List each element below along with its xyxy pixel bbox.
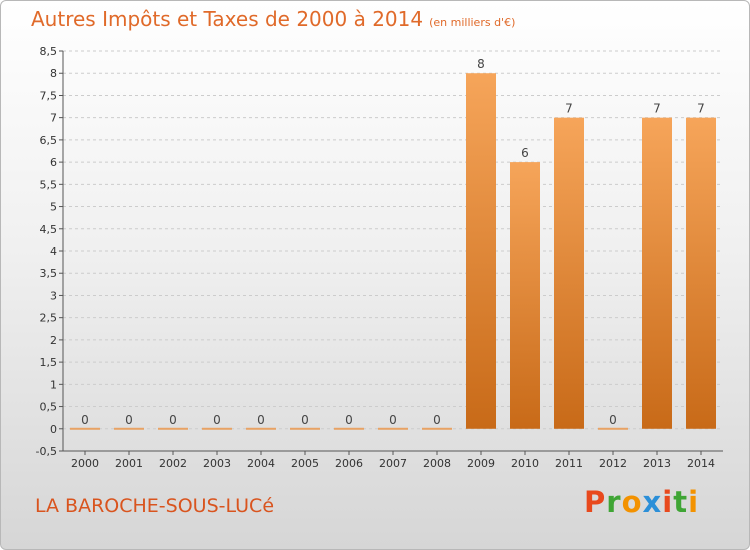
data-label-2009: 8 — [477, 57, 485, 71]
y-tick-label: 3 — [50, 289, 57, 302]
y-tick-label: 4,5 — [40, 223, 58, 236]
y-tick-label: 8,5 — [40, 45, 58, 58]
x-tick-label-2002: 2002 — [159, 457, 187, 470]
y-tick-label: 7 — [50, 112, 57, 125]
x-tick-label-2011: 2011 — [555, 457, 583, 470]
data-label-2012: 0 — [609, 413, 617, 427]
chart-title: Autres Impôts et Taxes de 2000 à 2014 (en… — [31, 7, 515, 31]
y-tick-label: 1,5 — [40, 356, 58, 369]
x-tick-label-2007: 2007 — [379, 457, 407, 470]
bar-2002 — [158, 427, 188, 430]
y-tick-label: 8 — [50, 67, 57, 80]
grid-lines — [63, 50, 723, 452]
y-tick-label: 5,5 — [40, 178, 58, 191]
x-tick-label-2008: 2008 — [423, 457, 451, 470]
x-tick-label-2013: 2013 — [643, 457, 671, 470]
logo-letter: r — [606, 485, 622, 519]
y-tick-label: 6,5 — [40, 134, 58, 147]
data-label-2004: 0 — [257, 413, 265, 427]
data-label-2011: 7 — [565, 102, 573, 116]
y-tick-label: 4 — [50, 245, 57, 258]
logo-letter: i — [662, 485, 674, 519]
data-label-2006: 0 — [345, 413, 353, 427]
logo-letter: P — [584, 485, 607, 519]
bar-2010 — [510, 162, 540, 429]
bars: 0 0 0 0 0 0 0 0 0 8 6 7 0 7 7 — [70, 57, 716, 430]
y-tick-label: -0,5 — [36, 445, 57, 458]
x-tick-label-2010: 2010 — [511, 457, 539, 470]
x-tick-label-2001: 2001 — [115, 457, 143, 470]
bar-2003 — [202, 427, 232, 430]
x-tick-label-2014: 2014 — [687, 457, 715, 470]
data-label-2014: 7 — [697, 102, 705, 116]
x-tick-label-2004: 2004 — [247, 457, 275, 470]
x-tick-label-2003: 2003 — [203, 457, 231, 470]
x-tick-label-2006: 2006 — [335, 457, 363, 470]
data-label-2013: 7 — [653, 102, 661, 116]
y-tick-label: 6 — [50, 156, 57, 169]
data-label-2005: 0 — [301, 413, 309, 427]
data-label-2000: 0 — [81, 413, 89, 427]
data-label-2008: 0 — [433, 413, 441, 427]
logo-letter: t — [673, 485, 689, 519]
data-label-2003: 0 — [213, 413, 221, 427]
x-tick-label-2012: 2012 — [599, 457, 627, 470]
bar-2005 — [290, 427, 320, 430]
y-tick-label: 7,5 — [40, 89, 58, 102]
chart-unit: (en milliers d'€) — [429, 16, 516, 29]
y-tick-label: 3,5 — [40, 267, 58, 280]
bar-2009 — [466, 73, 496, 429]
y-tick-label: 5 — [50, 201, 57, 214]
bar-2014 — [686, 117, 716, 429]
proxiti-logo: Proxiti — [584, 485, 699, 519]
data-label-2001: 0 — [125, 413, 133, 427]
bar-2012 — [598, 427, 628, 430]
data-label-2010: 6 — [521, 146, 529, 160]
bar-2008 — [422, 427, 452, 430]
axes: -0,5 0 0,5 1 1,5 2 2,5 3 3,5 4 4,5 5 5,5 6 6,5 7 7,5 8 8,5… — [36, 45, 723, 470]
logo-letter: i — [688, 485, 700, 519]
bar-2011 — [554, 117, 584, 429]
y-tick-label: 0,5 — [40, 401, 58, 414]
y-tick-label: 1 — [50, 378, 57, 391]
x-tick-label-2009: 2009 — [467, 457, 495, 470]
commune-name: LA BAROCHE-SOUS-LUCé — [35, 495, 275, 517]
y-tick-label: 2,5 — [40, 312, 58, 325]
x-tick-label-2005: 2005 — [291, 457, 319, 470]
bar-2013 — [642, 117, 672, 429]
y-tick-label: 2 — [50, 334, 57, 347]
logo-letter: x — [642, 485, 663, 519]
data-label-2007: 0 — [389, 413, 397, 427]
x-tick-label-2000: 2000 — [71, 457, 99, 470]
y-tick-label: 0 — [50, 423, 57, 436]
data-label-2002: 0 — [169, 413, 177, 427]
bar-2004 — [246, 427, 276, 430]
bar-2001 — [114, 427, 144, 430]
chart-title-text: Autres Impôts et Taxes de 2000 à 2014 — [31, 7, 424, 31]
bar-2007 — [378, 427, 408, 430]
bar-2000 — [70, 427, 100, 430]
logo-letter: o — [621, 485, 643, 519]
bar-2006 — [334, 427, 364, 430]
